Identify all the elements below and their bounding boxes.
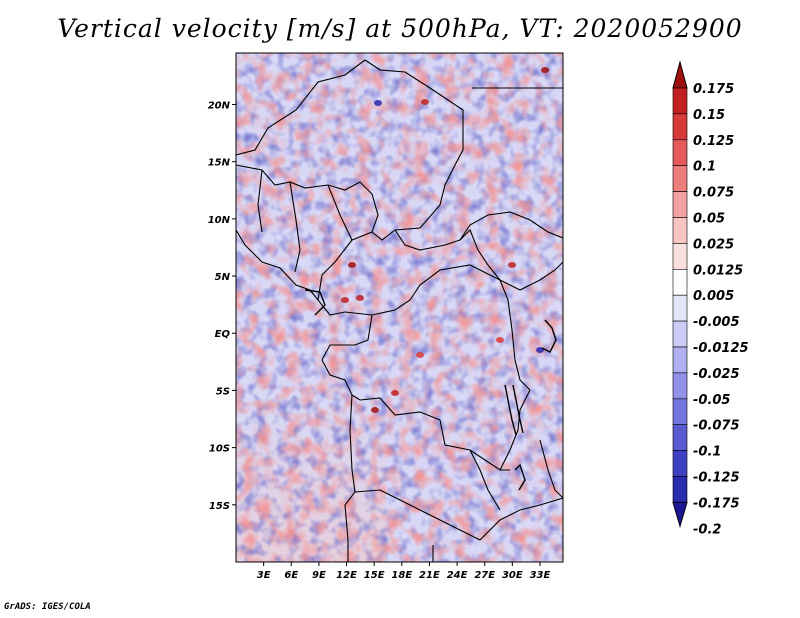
lon-label: 6E <box>284 570 298 581</box>
colorbar-swatch <box>672 294 688 322</box>
colorbar-bottom-arrow <box>672 501 688 529</box>
colorbar-label: 0.025 <box>693 237 734 252</box>
lon-label: 15E <box>364 570 385 581</box>
colorbar-swatch <box>672 217 688 244</box>
lon-label: 24E <box>447 570 468 581</box>
colorbar-label: 0.005 <box>693 289 734 304</box>
colorbar-swatch <box>672 165 688 192</box>
lat-label: 15S <box>209 501 230 512</box>
colorbar-label: -0.125 <box>693 471 740 486</box>
colorbar-label: -0.2 <box>693 522 721 537</box>
lon-label: 21E <box>419 570 440 581</box>
longitude-labels: 3E 6E 9E 12E 15E 18E 21E 24E 27E 30E 33E <box>257 562 551 581</box>
velocity-hotspot <box>541 67 549 73</box>
colorbar-swatch <box>672 346 688 374</box>
lon-label: 12E <box>336 570 357 581</box>
velocity-hotspot <box>374 100 382 106</box>
lon-label: 9E <box>312 570 326 581</box>
velocity-hotspot <box>391 390 399 396</box>
colorbar-label: 0.175 <box>693 82 734 97</box>
colorbar-label: 0.05 <box>693 212 725 227</box>
lakes-coastline <box>304 289 557 491</box>
colorbar-swatch <box>672 424 688 451</box>
colorbar-swatch <box>672 243 688 270</box>
lon-label: 27E <box>474 570 495 581</box>
lat-label: 20N <box>208 100 231 111</box>
colorbar-label: -0.1 <box>693 445 721 460</box>
colorbar-label: -0.0125 <box>693 341 749 356</box>
velocity-hotspot <box>371 407 379 413</box>
velocity-hotspot <box>508 262 516 268</box>
colorbar-label: -0.075 <box>693 419 740 434</box>
colorbar-top-arrow <box>672 60 688 89</box>
colorbar-swatch <box>672 398 688 425</box>
colorbar: 0.175 0.15 0.125 0.1 0.075 0.05 0.025 0.0125 0.0… <box>672 60 749 537</box>
colorbar-swatch <box>672 113 688 141</box>
lon-label: 3E <box>257 570 271 581</box>
map-frame <box>235 52 564 563</box>
lat-label: EQ <box>215 329 231 340</box>
lat-label: 10N <box>208 215 231 226</box>
colorbar-swatch <box>672 191 688 218</box>
velocity-hotspot <box>421 99 429 105</box>
colorbar-swatch <box>672 372 688 400</box>
colorbar-label: -0.025 <box>693 367 740 382</box>
colorbar-swatch <box>672 320 688 348</box>
colorbar-label: -0.175 <box>693 496 740 511</box>
colorbar-label: 0.0125 <box>693 263 743 278</box>
colorbar-label: 0.1 <box>693 160 716 175</box>
lat-label: 10S <box>209 444 230 455</box>
velocity-hotspot <box>356 295 364 301</box>
velocity-hotspot <box>348 262 356 268</box>
latitude-labels: 20N 15N 10N 5N EQ 5S 10S 15S <box>208 100 236 512</box>
velocity-hotspot <box>341 297 349 303</box>
lon-label: 33E <box>530 570 551 581</box>
lon-label: 30E <box>502 570 523 581</box>
colorbar-label: 0.15 <box>693 108 725 123</box>
colorbar-swatch <box>672 139 688 167</box>
colorbar-label: -0.005 <box>693 315 740 330</box>
colorbar-swatch <box>672 476 688 503</box>
map-field <box>236 53 563 562</box>
map-chart: 20N 15N 10N 5N EQ 5S 10S 15S 3E 6E 9E 12E 15E 18E 21E… <box>208 52 749 581</box>
lat-label: 15N <box>208 158 231 169</box>
colorbar-swatch <box>672 87 688 115</box>
country-borders <box>236 59 563 562</box>
lat-label: 5S <box>216 386 230 397</box>
colorbar-swatch <box>672 450 688 477</box>
colorbar-label: -0.05 <box>693 393 730 408</box>
lon-label: 18E <box>391 570 412 581</box>
colorbar-label: 0.125 <box>693 134 734 149</box>
grads-credit: GrADS: IGES/COLA <box>4 602 91 612</box>
chart-title: Vertical velocity [m/s] at 500hPa, VT: 2… <box>57 14 743 43</box>
velocity-hotspot <box>416 352 424 358</box>
velocity-hotspot <box>496 337 504 343</box>
colorbar-label: 0.075 <box>693 186 734 201</box>
colorbar-swatch <box>672 268 688 296</box>
lat-label: 5N <box>215 272 231 283</box>
